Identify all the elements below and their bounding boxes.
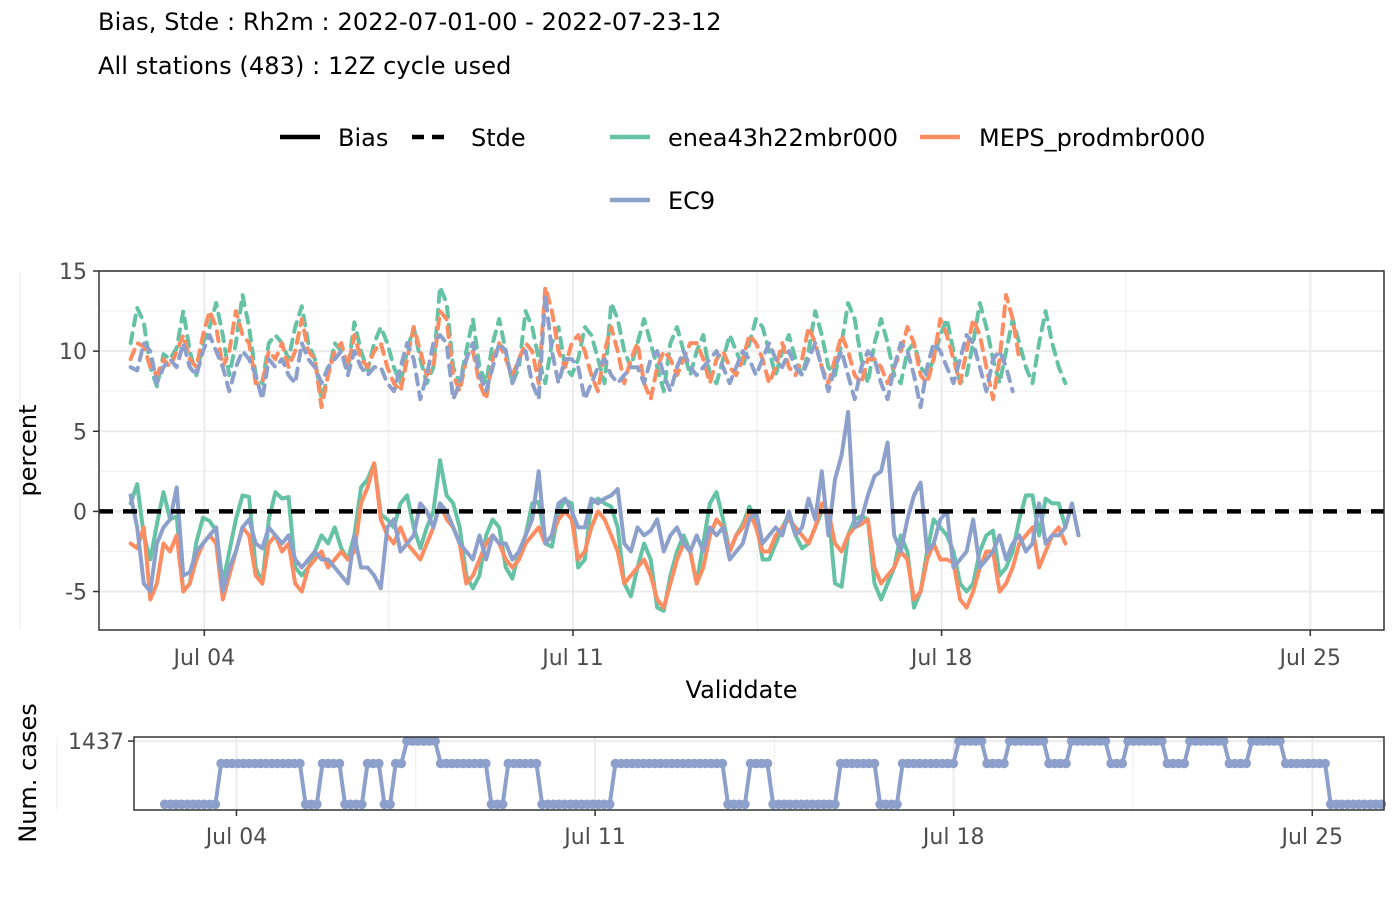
y-axis-title: percent	[14, 405, 42, 497]
cases-point	[948, 758, 959, 769]
cases-point	[497, 799, 508, 810]
y-tick-label: 5	[73, 420, 87, 445]
cases-point	[374, 758, 384, 769]
legend-label-enea43h22mbr000: enea43h22mbr000	[668, 124, 898, 152]
main-panel: -5 0 5 10 15 Jul 04 Jul 11 Jul 18 Jul 25 Validdat…	[14, 260, 1385, 704]
series-stde-meps-prodmbr000	[128, 285, 1022, 410]
cases-point	[999, 758, 1009, 769]
y-tick-label: 0	[73, 500, 87, 525]
cases-point	[1038, 736, 1049, 746]
cases-y-axis-title: Num. cases	[14, 703, 42, 842]
cases-point	[1061, 758, 1071, 769]
cases-point	[334, 758, 345, 769]
series-stde-enea43h22mbr000	[128, 285, 1068, 402]
series-stde-ec9	[128, 293, 1015, 410]
main-plot-background	[99, 271, 1384, 630]
cases-point	[385, 799, 395, 810]
cases-point	[830, 799, 840, 810]
legend-label-meps-prodmbr000: MEPS_prodmbr000	[979, 124, 1205, 152]
series-bias-meps-prodmbr000	[128, 461, 1068, 610]
cases-x-tick-label: Jul 11	[562, 825, 626, 850]
cases-point	[357, 799, 367, 810]
cases-x-tick-label: Jul 04	[204, 825, 268, 850]
y-tick-label: -5	[65, 581, 87, 606]
y-tick-label: 15	[59, 260, 87, 285]
cases-point	[1376, 799, 1387, 810]
cases-point	[396, 758, 407, 769]
cases-x-tick-label: Jul 18	[921, 825, 985, 850]
x-tick-label: Jul 11	[540, 646, 604, 671]
series-bias-ec9	[128, 410, 1081, 594]
cases-point	[717, 758, 728, 769]
cases-plot-border	[133, 736, 1385, 811]
x-tick-label: Jul 04	[172, 646, 236, 671]
cases-point	[1117, 758, 1128, 769]
legend: Bias Stde enea43h22mbr000 MEPS_prodmbr000 EC…	[280, 124, 1205, 215]
legend-label-ec9: EC9	[668, 187, 715, 215]
cases-point	[1179, 758, 1190, 769]
cases-point	[892, 799, 902, 810]
legend-label-bias: Bias	[338, 124, 388, 152]
cases-point	[430, 736, 440, 746]
cases-point	[1100, 736, 1111, 746]
cases-point	[295, 758, 305, 769]
cases-panel: Jul 04 Jul 11 Jul 18 Jul 25 1437 Num. cases	[14, 703, 1387, 850]
y-tick-label: 10	[59, 340, 87, 365]
main-plot-border	[98, 270, 1385, 631]
cases-point	[312, 799, 322, 810]
cases-point	[740, 799, 750, 810]
cases-point	[1320, 758, 1330, 769]
x-axis-title: Validdate	[686, 676, 798, 704]
cases-x-tick-label: Jul 25	[1280, 825, 1344, 850]
legend-label-stde: Stde	[471, 124, 526, 152]
cases-point	[1275, 736, 1285, 746]
chart-title: Bias, Stde : Rh2m : 2022-07-01-00 - 2022…	[98, 8, 722, 36]
cases-point	[604, 799, 615, 810]
cases-point	[210, 799, 221, 810]
cases-point	[481, 758, 491, 769]
x-tick-label: Jul 25	[1278, 646, 1342, 671]
cases-point	[1241, 758, 1251, 769]
cases-point	[869, 758, 880, 769]
chart-subtitle: All stations (483) : 12Z cycle used	[98, 52, 512, 80]
cases-point	[1157, 736, 1167, 746]
cases-point	[531, 758, 542, 769]
cases-y-tick-label: 1437	[68, 730, 124, 755]
cases-point	[762, 758, 773, 769]
cases-point	[976, 736, 987, 746]
x-tick-label: Jul 18	[909, 646, 973, 671]
cases-point	[1218, 736, 1229, 746]
